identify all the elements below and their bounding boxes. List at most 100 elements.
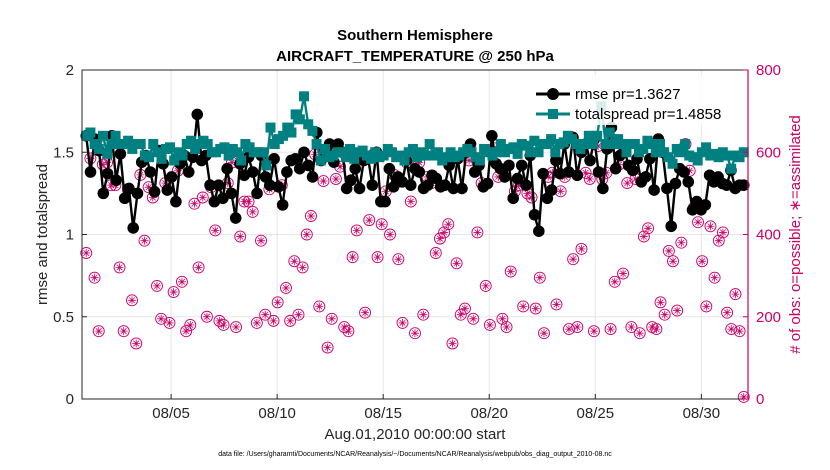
obs-assimilated-marker [506, 267, 515, 276]
obs-possible-marker [625, 321, 638, 333]
obs-possible-marker [267, 314, 280, 327]
obs-possible-marker [450, 257, 463, 270]
x-tick-label: 08/30 [683, 405, 721, 422]
obs-assimilated-marker [569, 255, 578, 264]
obs-possible-marker [729, 288, 742, 301]
rmse-point [353, 182, 366, 195]
obs-point [617, 267, 630, 280]
obs-assimilated-marker [535, 273, 544, 282]
y2-axis-label: # of obs: o=possible; ∗=assimilated [787, 115, 804, 354]
obs-point [496, 312, 509, 325]
obs-assimilated-marker [373, 253, 382, 262]
obs-point [192, 261, 205, 274]
totalspread-point [558, 137, 569, 148]
obs-possible-marker [329, 173, 342, 185]
obs-point [667, 255, 679, 268]
obs-assimilated-marker [444, 220, 453, 229]
obs-assimilated-marker [635, 329, 644, 338]
rmse-point [537, 167, 549, 180]
totalspread-point [278, 130, 289, 141]
obs-assimilated-marker [244, 197, 253, 206]
obs-assimilated-marker [723, 308, 732, 317]
obs-assimilated-marker [714, 236, 723, 245]
rmse-point [221, 162, 233, 175]
obs-point [438, 226, 451, 239]
obs-point [458, 302, 471, 315]
totalspread-point [378, 150, 389, 161]
obs-assimilated-marker [585, 174, 594, 183]
totalspread-point [294, 114, 305, 125]
obs-point [346, 251, 359, 264]
obs-possible-marker [409, 327, 421, 340]
obs-point [359, 306, 372, 319]
obs-possible-marker [417, 308, 430, 321]
totalspread-point [520, 140, 531, 151]
obs-point [267, 314, 280, 327]
obs-assimilated-marker [348, 253, 357, 262]
obs-assimilated-marker [248, 207, 257, 216]
y-axis-label: rmse and totalspread [34, 164, 51, 305]
totalspread-point [680, 139, 691, 150]
obs-assimilated-marker [232, 323, 241, 332]
obs-point [317, 175, 330, 187]
rmse-point [486, 130, 498, 142]
obs-possible-marker [621, 177, 634, 190]
obs-assimilated-marker [298, 263, 307, 272]
obs-assimilated-marker [186, 320, 195, 329]
totalspread-point [399, 155, 410, 166]
rmse-point [498, 171, 511, 183]
obs-assimilated-marker [323, 343, 332, 352]
obs-possible-marker [288, 255, 301, 268]
obs-assimilated-marker [498, 314, 507, 323]
totalspread-point [110, 130, 121, 141]
totalspread-point [424, 139, 435, 150]
obs-point [538, 327, 550, 340]
obs-point [571, 321, 584, 333]
totalspread-point [529, 135, 540, 146]
obs-point [517, 300, 530, 313]
obs-assimilated-marker [128, 296, 137, 305]
obs-point [271, 296, 284, 309]
obs-assimilated-marker [448, 339, 457, 348]
obs-point [729, 288, 742, 301]
obs-possible-marker [359, 306, 372, 319]
obs-point [637, 230, 650, 243]
obs-assimilated-marker [435, 234, 444, 243]
obs-possible-marker [350, 224, 363, 237]
obs-assimilated-marker [548, 168, 557, 177]
totalspread-point [638, 143, 649, 154]
obs-point [446, 337, 459, 350]
obs-possible-marker [167, 286, 180, 299]
rmse-point [148, 185, 161, 198]
totalspread-point [629, 139, 640, 150]
totalspread-point [533, 147, 544, 158]
obs-assimilated-marker [627, 323, 636, 332]
rmse-point [191, 108, 204, 121]
totalspread-point [315, 155, 326, 166]
obs-assimilated-marker [269, 316, 278, 325]
rmse-point [289, 153, 302, 165]
obs-point [434, 232, 446, 245]
obs-possible-marker [504, 265, 517, 278]
obs-point [375, 218, 388, 231]
rmse-point [699, 199, 712, 211]
obs-point [80, 247, 93, 259]
obs-possible-marker [151, 279, 163, 292]
rmse-point [584, 154, 596, 167]
obs-assimilated-marker [182, 327, 191, 336]
obs-assimilated-marker [103, 158, 112, 167]
obs-assimilated-marker [465, 156, 474, 165]
obs-point [325, 312, 338, 325]
obs-point [246, 205, 259, 218]
rmse-point [110, 174, 122, 187]
rmse-point [144, 166, 157, 178]
obs-assimilated-marker [531, 304, 540, 313]
obs-possible-marker [392, 253, 405, 266]
obs-assimilated-marker [727, 325, 736, 334]
obs-assimilated-marker [556, 187, 565, 196]
obs-point [417, 308, 430, 321]
legend-spread-marker [548, 109, 558, 119]
obs-assimilated-marker [319, 177, 328, 186]
totalspread-point [546, 134, 557, 145]
